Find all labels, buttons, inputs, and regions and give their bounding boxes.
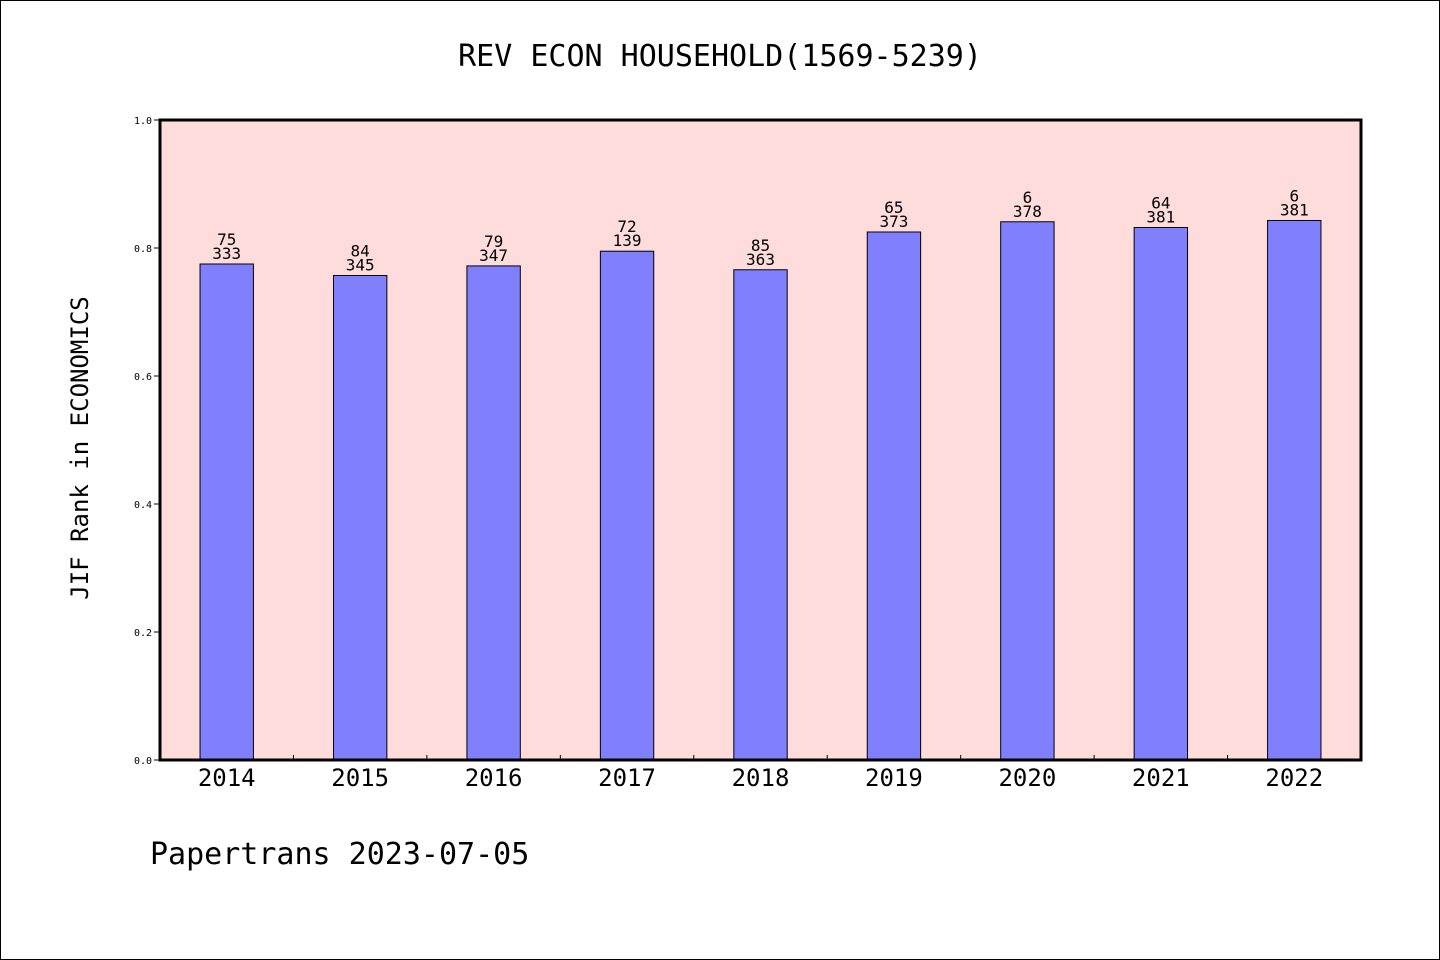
x-tick-label: 2022: [1265, 764, 1323, 792]
bar-2017: [599, 250, 655, 761]
x-tick-label: 2016: [465, 764, 523, 792]
x-tick-label: 2021: [1132, 764, 1190, 792]
bar-total-label: 381: [1280, 200, 1309, 219]
x-tick-label: 2014: [198, 764, 256, 792]
bar-2016: [466, 265, 521, 761]
x-tick-label: 2018: [732, 764, 790, 792]
bar-rank-label: 65: [884, 198, 903, 217]
x-tick-label: 2019: [865, 764, 923, 792]
bar-rank-label: 84: [351, 242, 370, 261]
bar-2018: [733, 269, 788, 761]
bar-rank-label: 64: [1151, 194, 1170, 213]
bar-2021: [1133, 227, 1189, 761]
bar-rank-label: 6: [1289, 186, 1299, 205]
y-tick-label: 1.0: [134, 116, 152, 127]
bar-total-label: 378: [1013, 202, 1042, 221]
bar-2020: [1000, 221, 1055, 761]
plot-border: [158, 118, 1363, 762]
bar-total-label: 373: [879, 212, 908, 231]
x-tick-label: 2015: [331, 764, 389, 792]
bar-total-label: 363: [746, 250, 775, 269]
bar-2014: [199, 263, 254, 761]
bar-total-label: 345: [346, 256, 375, 275]
bar-rank-label: 75: [217, 230, 236, 249]
chart-title: REV ECON HOUSEHOLD(1569-5239): [458, 39, 982, 74]
y-tick-label: 0.2: [134, 628, 152, 639]
bar-2022: [1267, 219, 1322, 761]
bar-rank-label: 72: [617, 217, 636, 236]
x-tick-label: 2017: [598, 764, 656, 792]
x-axis-ticks: 2014 2015 2016 2017 2018 2019 2020 2021 2022: [198, 755, 1323, 792]
footer-watermark: Papertrans 2023-07-05: [150, 837, 529, 872]
y-tick-label: 0.6: [134, 372, 152, 383]
y-tick-label: 0.4: [134, 500, 152, 511]
bars-group: [199, 219, 1322, 761]
y-tick-label: 0.0: [134, 756, 152, 767]
bar-rank-label: 6: [1023, 188, 1033, 207]
bar-total-label: 381: [1146, 208, 1175, 227]
bar-total-label: 333: [212, 244, 241, 263]
y-axis-label: JIF Rank in ECONOMICS: [66, 296, 94, 599]
y-tick-label: 0.8: [134, 244, 152, 255]
bar-total-label: 139: [613, 231, 642, 250]
y-axis-ticks: 0.0 0.2 0.4 0.6 0.8 1.0: [134, 116, 160, 767]
bar-total-label: 347: [479, 246, 508, 265]
bar-rank-label: 85: [751, 236, 770, 255]
bar-2015: [332, 275, 388, 761]
bar-rank-label: 79: [484, 232, 503, 251]
x-tick-label: 2020: [998, 764, 1056, 792]
bar-2019: [866, 231, 922, 761]
